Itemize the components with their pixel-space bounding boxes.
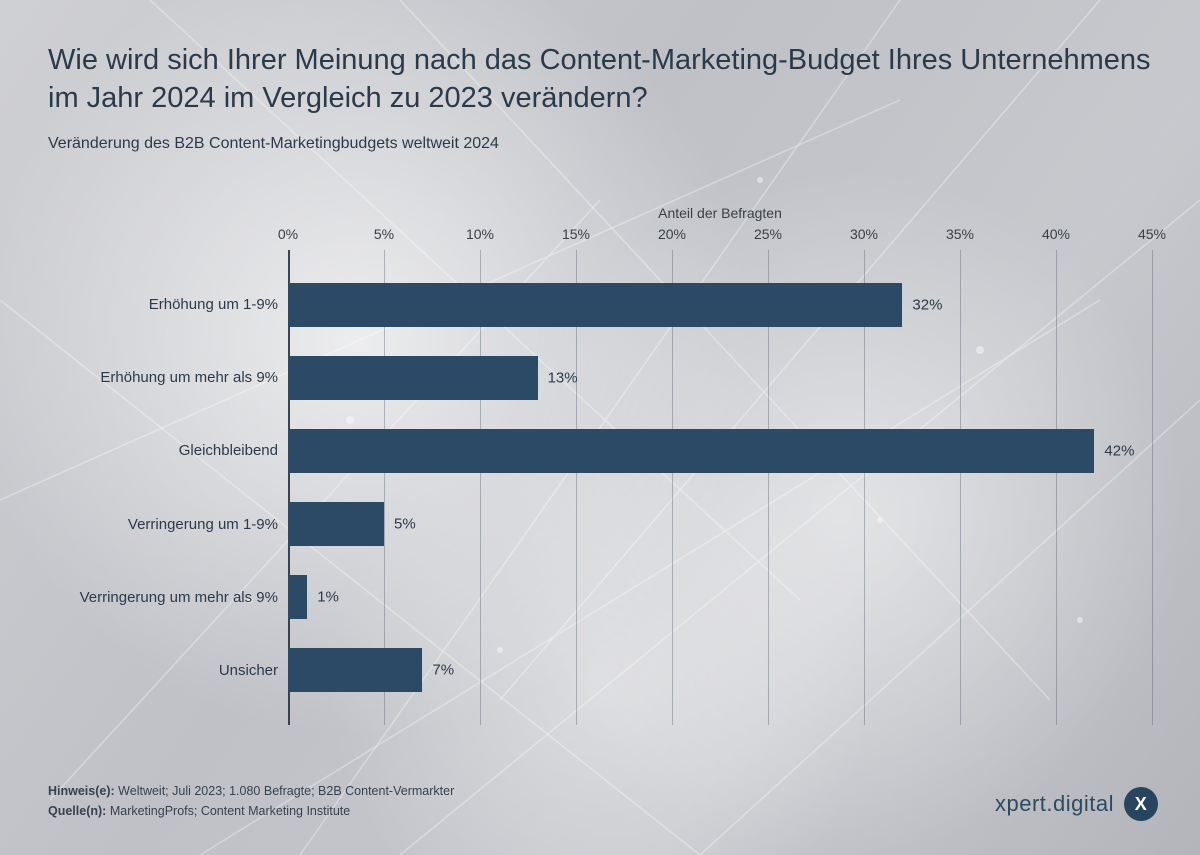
category-label: Verringerung um mehr als 9% xyxy=(48,575,278,619)
bar-row: 7% xyxy=(288,648,1152,692)
bar-row: 5% xyxy=(288,502,1152,546)
category-label: Gleichbleibend xyxy=(48,429,278,473)
plot-area: 0%5%10%15%20%25%30%35%40%45% 32%13%42%5%… xyxy=(288,250,1152,725)
bar-value-label: 1% xyxy=(317,589,339,606)
x-tick-label: 35% xyxy=(946,226,974,242)
x-tick-label: 15% xyxy=(562,226,590,242)
chart-subtitle: Veränderung des B2B Content-Marketingbud… xyxy=(48,135,499,153)
chart-title: Wie wird sich Ihrer Meinung nach das Con… xyxy=(48,42,1152,117)
x-tick-label: 5% xyxy=(374,226,394,242)
bar-value-label: 42% xyxy=(1104,442,1134,459)
bar-row: 1% xyxy=(288,575,1152,619)
bar-row: 32% xyxy=(288,283,1152,327)
x-tick-label: 45% xyxy=(1138,226,1166,242)
category-label: Erhöhung um 1-9% xyxy=(48,283,278,327)
x-tick-label: 0% xyxy=(278,226,298,242)
source-text: MarketingProfs; Content Marketing Instit… xyxy=(110,804,350,818)
x-tick-label: 10% xyxy=(466,226,494,242)
gridline xyxy=(1152,250,1153,725)
x-tick-label: 25% xyxy=(754,226,782,242)
category-label: Erhöhung um mehr als 9% xyxy=(48,356,278,400)
hint-label: Hinweis(e): xyxy=(48,784,115,798)
bar-row: 13% xyxy=(288,356,1152,400)
x-tick-label: 40% xyxy=(1042,226,1070,242)
category-label: Verringerung um 1-9% xyxy=(48,502,278,546)
bar-chart: Anteil der Befragten Erhöhung um 1-9%Erh… xyxy=(48,205,1152,725)
category-label: Unsicher xyxy=(48,648,278,692)
bar xyxy=(288,283,902,327)
footer-notes: Hinweis(e): Weltweit; Juli 2023; 1.080 B… xyxy=(48,781,454,821)
x-tick-label: 20% xyxy=(658,226,686,242)
bars-container: 32% 13% 42% 5% 1% 7% xyxy=(288,250,1152,725)
bar xyxy=(288,429,1094,473)
bar-value-label: 13% xyxy=(548,369,578,386)
source-label: Quelle(n): xyxy=(48,804,106,818)
bar xyxy=(288,502,384,546)
brand: xpert.digital X xyxy=(995,787,1158,821)
brand-name: xpert.digital xyxy=(995,791,1114,817)
bar xyxy=(288,648,422,692)
brand-logo-icon: X xyxy=(1124,787,1158,821)
bar xyxy=(288,356,538,400)
bar-value-label: 5% xyxy=(394,516,416,533)
x-axis-title: Anteil der Befragten xyxy=(48,205,1152,221)
y-axis-labels: Erhöhung um 1-9% Erhöhung um mehr als 9% G… xyxy=(48,250,278,725)
bar-row: 42% xyxy=(288,429,1152,473)
x-tick-label: 30% xyxy=(850,226,878,242)
hint-text: Weltweit; Juli 2023; 1.080 Befragte; B2B… xyxy=(118,784,454,798)
bar-value-label: 7% xyxy=(432,662,454,679)
infographic-page: Wie wird sich Ihrer Meinung nach das Con… xyxy=(0,0,1200,855)
bar-value-label: 32% xyxy=(912,296,942,313)
bar xyxy=(288,575,307,619)
